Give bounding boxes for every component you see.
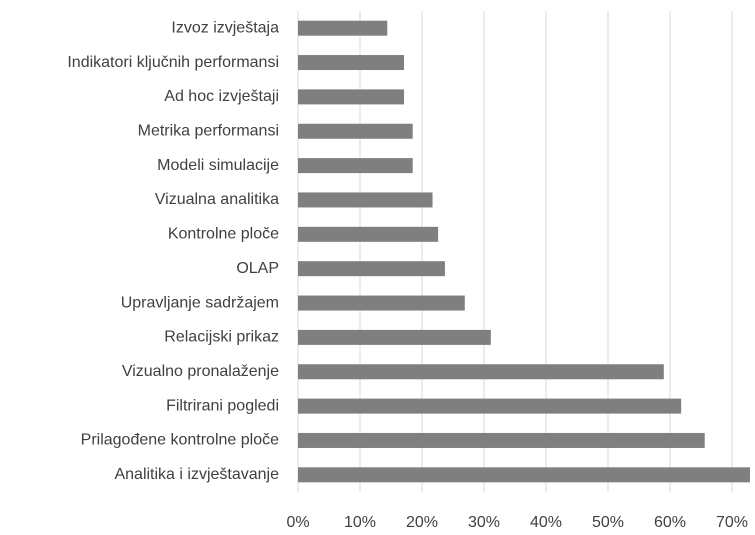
bar <box>298 20 388 36</box>
y-tick-label: Indikatori ključnih performansi <box>67 54 279 71</box>
y-tick-label: Filtrirani pogledi <box>166 397 279 414</box>
y-tick-label: Upravljanje sadržajem <box>121 294 279 311</box>
bar <box>298 123 413 139</box>
x-tick-label: 50% <box>592 514 624 531</box>
y-tick-label: Modeli simulacije <box>157 157 279 174</box>
y-tick-label: Metrika performansi <box>138 122 279 139</box>
y-tick-label: Vizualna analitika <box>155 191 279 208</box>
y-tick-label: Vizualno pronalaženje <box>122 363 279 380</box>
bar <box>298 89 405 105</box>
bar <box>298 467 750 483</box>
y-tick-label: Relacijski prikaz <box>164 329 279 346</box>
bar <box>298 158 413 174</box>
bar <box>298 295 465 311</box>
x-tick-label: 70% <box>716 514 748 531</box>
x-tick-label: 60% <box>654 514 686 531</box>
x-tick-label: 20% <box>406 514 438 531</box>
bar <box>298 55 405 71</box>
x-tick-label: 10% <box>344 514 376 531</box>
y-tick-label: Izvoz izvještaja <box>171 19 279 36</box>
bar <box>298 261 445 277</box>
y-tick-label: Analitika i izvještavanje <box>114 466 279 483</box>
y-tick-label: OLAP <box>236 260 279 277</box>
bar <box>298 432 705 448</box>
bar <box>298 329 491 345</box>
y-tick-label: Ad hoc izvještaji <box>164 88 279 105</box>
x-tick-label: 0% <box>286 514 309 531</box>
bar <box>298 226 439 242</box>
x-tick-label: 30% <box>468 514 500 531</box>
y-tick-label: Kontrolne ploče <box>168 226 279 243</box>
x-tick-label: 40% <box>530 514 562 531</box>
y-tick-label: Prilagođene kontrolne ploče <box>81 432 279 449</box>
bar <box>298 192 433 208</box>
bar <box>298 364 664 380</box>
bar <box>298 398 682 414</box>
